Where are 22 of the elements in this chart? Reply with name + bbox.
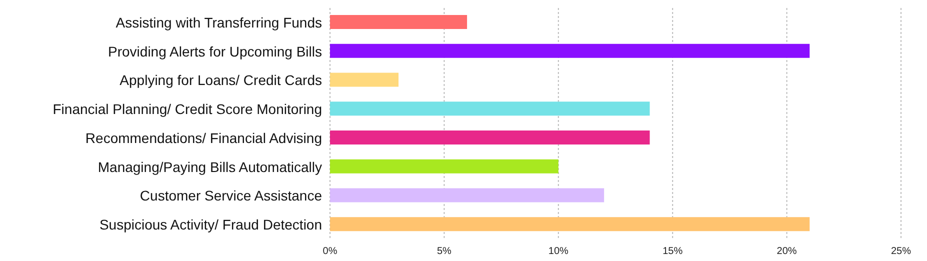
bar [330,44,810,58]
bar [330,72,399,87]
bar [330,15,468,29]
y-tick-label: Suspicious Activity/ Fraud Detection [99,216,322,233]
y-tick-label: Applying for Loans/ Credit Cards [120,72,322,88]
x-tick-label: 20% [776,246,797,258]
y-tick-label: Managing/Paying Bills Automatically [98,158,322,175]
x-tick-label: 25% [890,246,912,258]
bar [330,102,650,116]
y-tick-label: Customer Service Assistance [140,188,322,204]
y-tick-label: Recommendations/ Financial Advising [85,130,322,146]
x-tick-label: 5% [436,246,452,258]
bar [330,217,810,232]
y-tick-label: Assisting with Transferring Funds [116,14,322,30]
y-tick-label: Providing Alerts for Upcoming Bills [108,43,322,60]
x-tick-label: 15% [662,246,683,258]
bar [330,130,650,144]
x-tick-label: 10% [548,246,569,258]
bar [330,159,558,174]
y-tick-label: Financial Planning/ Credit Score Monitoring [52,101,322,118]
x-tick-label: 0% [322,246,338,258]
bar [330,188,604,202]
